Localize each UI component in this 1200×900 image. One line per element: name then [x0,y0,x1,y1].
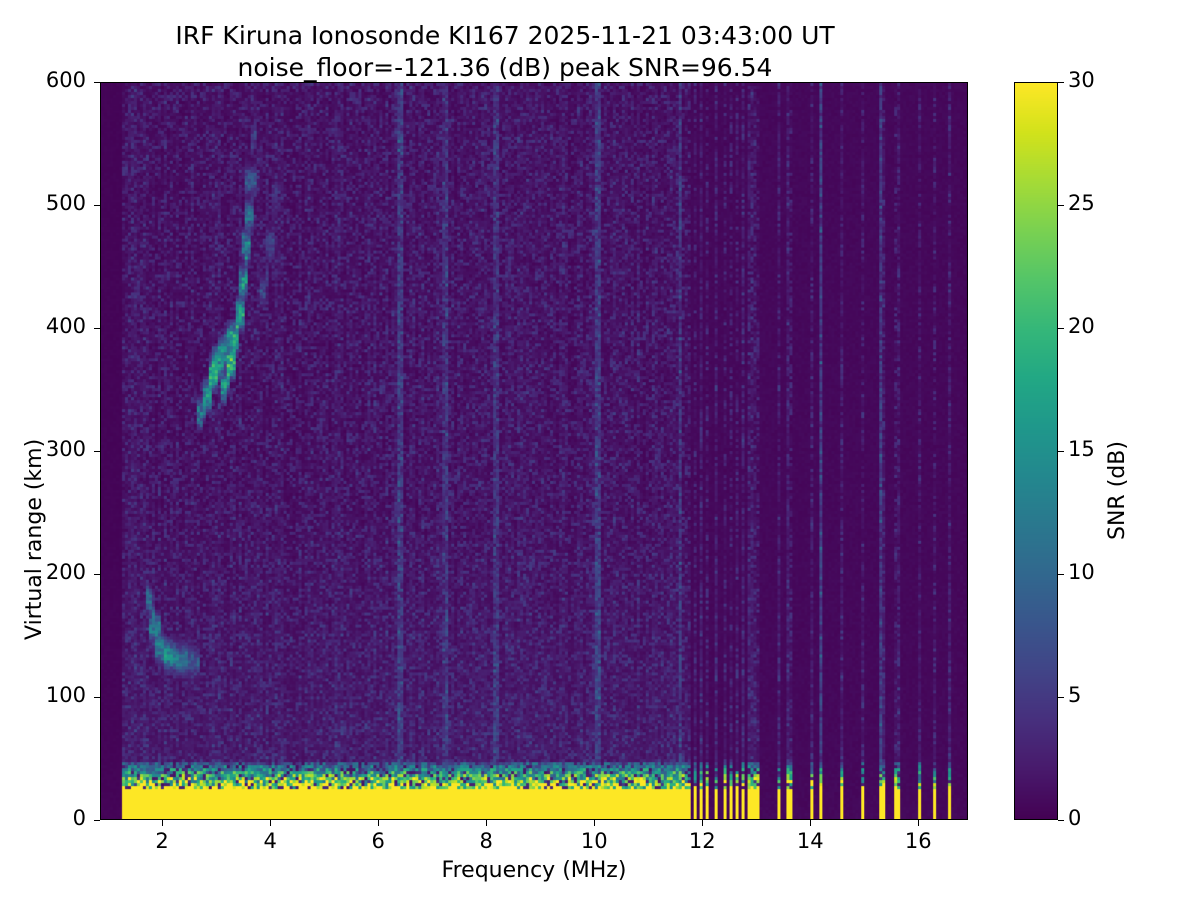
colorbar-tick-label: 20 [1068,314,1095,338]
x-tick-label: 2 [155,829,169,853]
x-tick [810,820,812,826]
y-tick-label: 0 [72,806,86,830]
x-tick-label: 12 [688,829,716,853]
y-tick [94,697,100,699]
y-tick-label: 300 [45,437,86,461]
colorbar-tick-label: 5 [1068,683,1082,707]
y-tick [94,82,100,84]
colorbar-tick-label: 15 [1068,437,1095,461]
title-line-1: IRF Kiruna Ionosonde KI167 2025-11-21 03… [175,21,835,50]
x-tick [918,820,920,826]
y-tick [94,820,100,822]
x-tick-label: 4 [263,829,277,853]
y-tick [94,328,100,330]
x-tick-label: 10 [580,829,608,853]
colorbar-gradient [1015,83,1057,819]
x-tick [270,820,272,826]
y-axis-label: Virtual range (km) [22,438,47,640]
y-tick [94,205,100,207]
colorbar-tick [1058,697,1064,699]
colorbar-tick [1058,82,1064,84]
x-axis-label: Frequency (MHz) [441,858,627,883]
ionogram-heatmap-canvas [101,83,967,819]
title-line-2: noise_floor=-121.36 (dB) peak SNR=96.54 [237,53,773,82]
y-tick-label: 500 [45,191,86,215]
y-tick-label: 400 [45,314,86,338]
x-tick [594,820,596,826]
colorbar-tick-label: 0 [1068,806,1082,830]
colorbar-tick-label: 10 [1068,560,1095,584]
x-tick [378,820,380,826]
x-tick [702,820,704,826]
colorbar-tick [1058,451,1064,453]
y-tick [94,574,100,576]
x-tick-label: 14 [796,829,824,853]
x-tick-label: 6 [371,829,385,853]
x-tick-label: 16 [904,829,932,853]
x-tick-label: 8 [479,829,493,853]
colorbar-tick [1058,574,1064,576]
y-tick-label: 200 [45,560,86,584]
x-tick [486,820,488,826]
ionogram-heatmap-axes [100,82,968,820]
y-tick [94,451,100,453]
colorbar-tick-label: 25 [1068,191,1095,215]
colorbar-tick [1058,328,1064,330]
colorbar-tick [1058,205,1064,207]
figure-title: IRF Kiruna Ionosonde KI167 2025-11-21 03… [0,20,1010,84]
y-tick-label: 600 [45,68,86,92]
colorbar [1014,82,1058,820]
colorbar-label: SNR (dB) [1105,441,1130,540]
colorbar-tick [1058,820,1064,822]
x-tick [162,820,164,826]
y-tick-label: 100 [45,683,86,707]
colorbar-tick-label: 30 [1068,68,1095,92]
